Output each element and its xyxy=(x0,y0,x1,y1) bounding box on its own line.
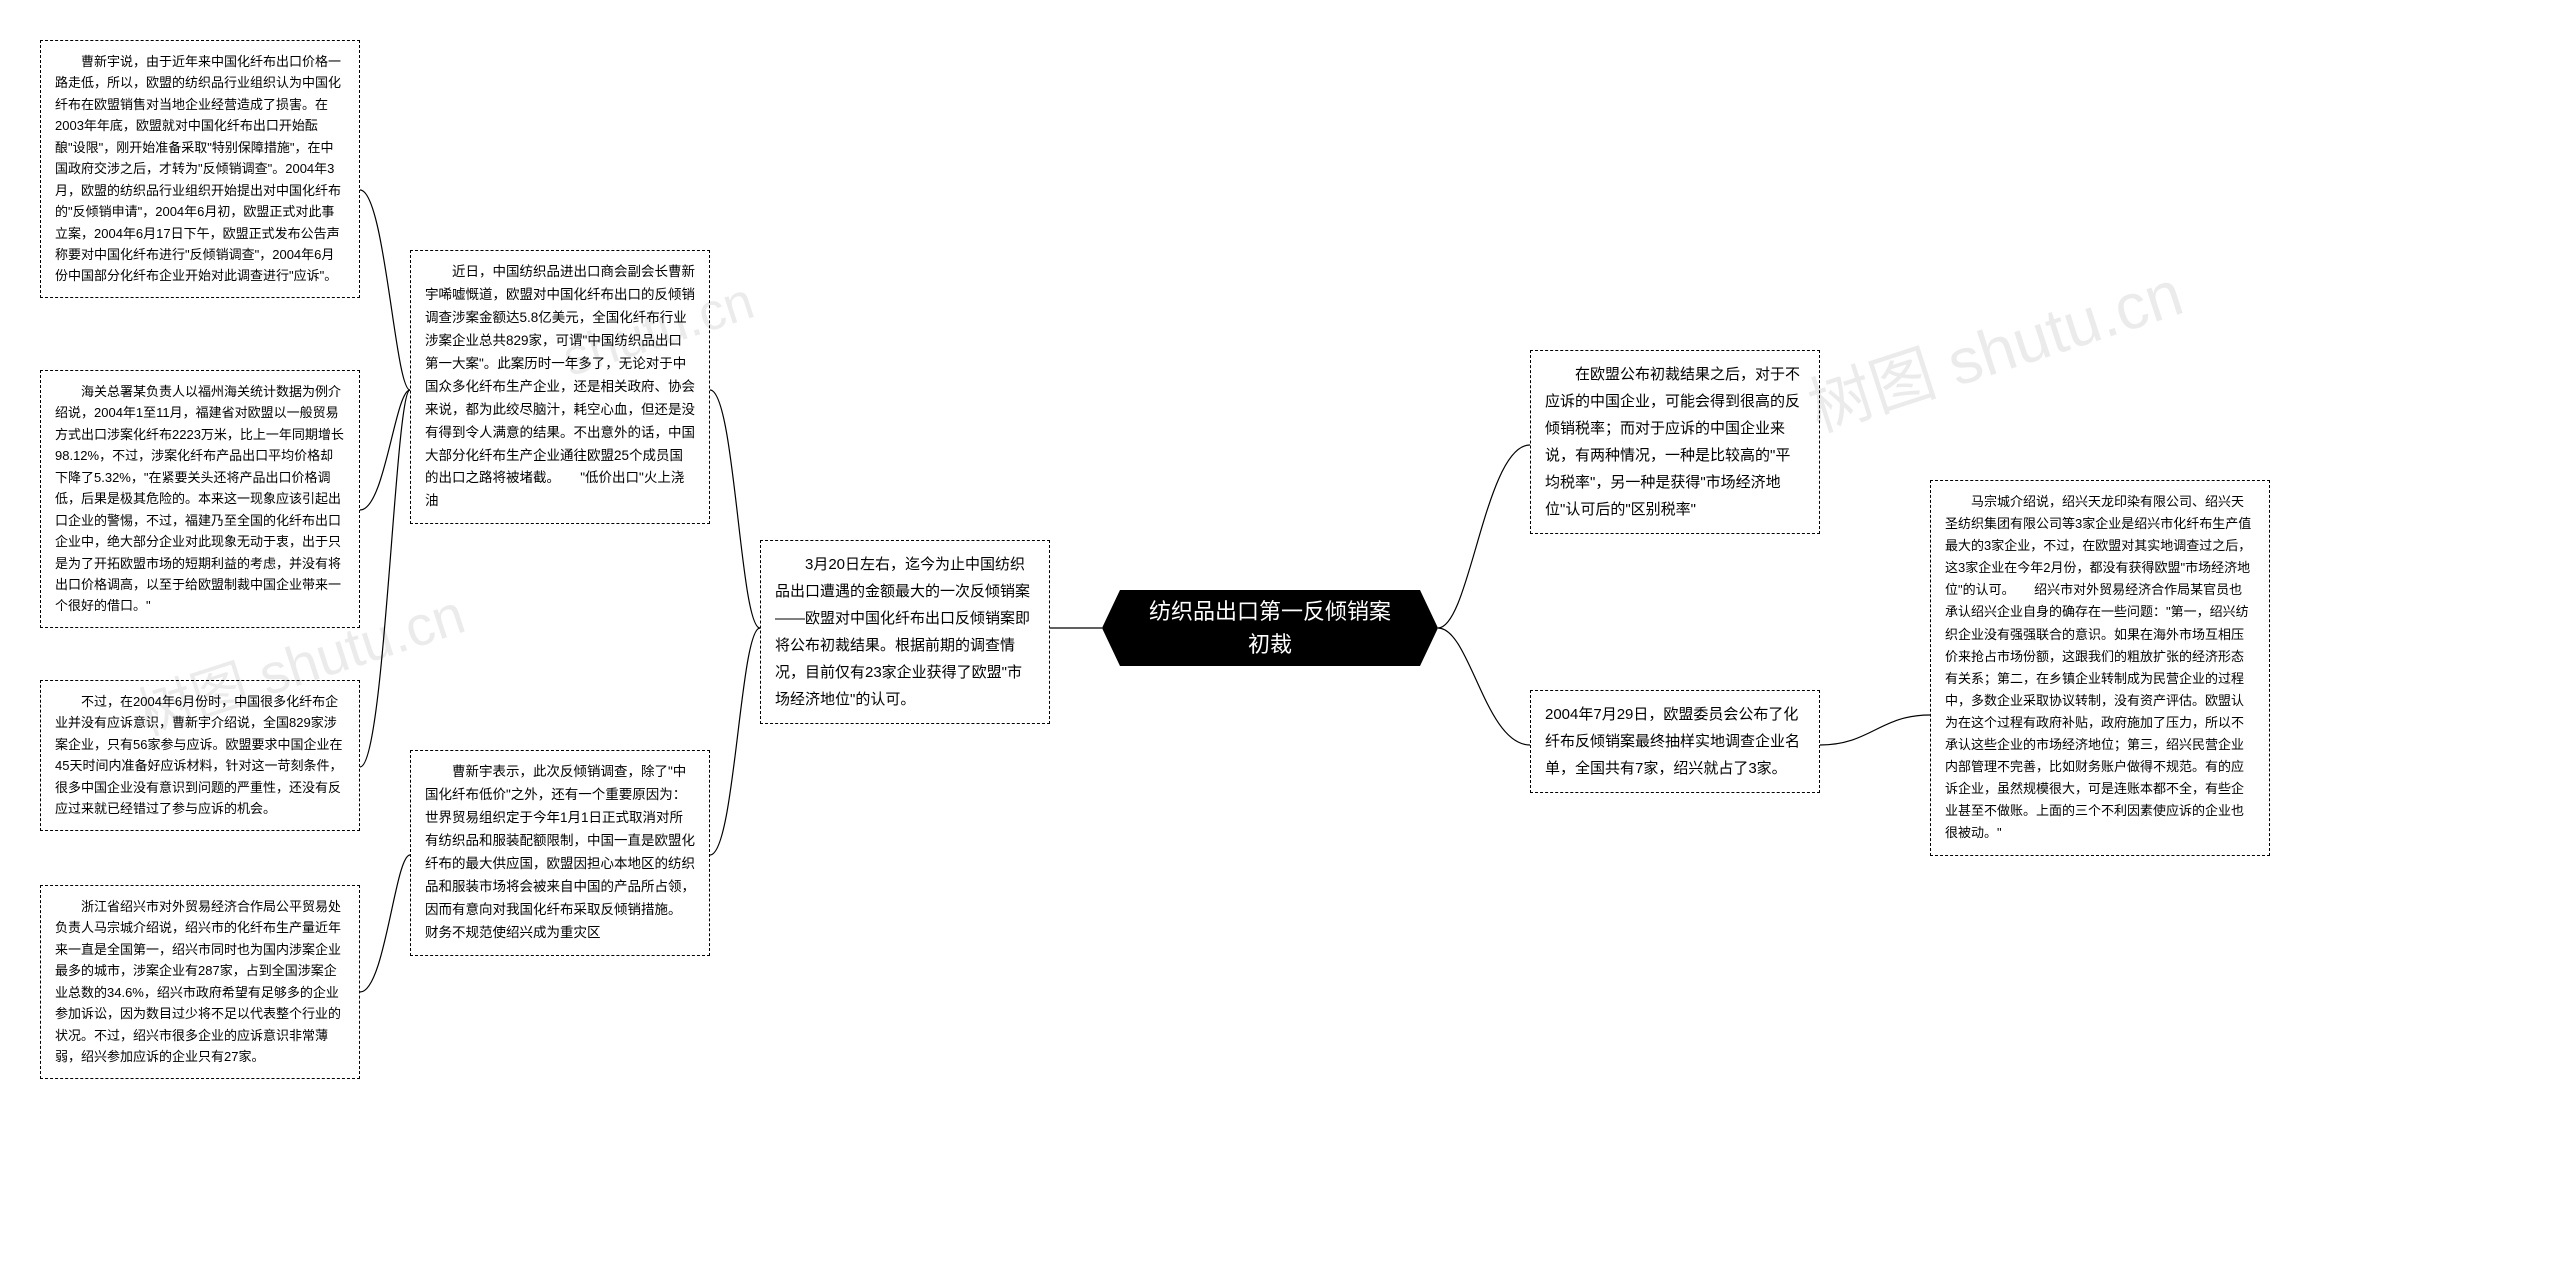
node-l2a[interactable]: 近日，中国纺织品进出口商会副会长曹新宇唏嘘慨道，欧盟对中国化纤布出口的反倾销调查… xyxy=(410,250,710,524)
node-r2a[interactable]: 马宗城介绍说，绍兴天龙印染有限公司、绍兴天圣纺织集团有限公司等3家企业是绍兴市化… xyxy=(1930,480,2270,856)
connector xyxy=(360,855,410,992)
node-l3c[interactable]: 不过，在2004年6月份时，中国很多化纤布企业并没有应诉意识，曹新宇介绍说，全国… xyxy=(40,680,360,831)
node-r1[interactable]: 在欧盟公布初裁结果之后，对于不应诉的中国企业，可能会得到很高的反倾销税率；而对于… xyxy=(1530,350,1820,534)
node-l1a[interactable]: 3月20日左右，迄今为止中国纺织品出口遭遇的金额最大的一次反倾销案——欧盟对中国… xyxy=(760,540,1050,724)
node-l3d[interactable]: 浙江省绍兴市对外贸易经济合作局公平贸易处负责人马宗城介绍说，绍兴市的化纤布生产量… xyxy=(40,885,360,1079)
connector xyxy=(1438,628,1530,745)
watermark: 树图 shutu.cn xyxy=(1795,242,2192,449)
connector xyxy=(360,190,410,390)
node-l2b[interactable]: 曹新宇表示，此次反倾销调查，除了"中国化纤布低价"之外，还有一个重要原因为：世界… xyxy=(410,750,710,956)
connector xyxy=(1820,715,1930,745)
root-node[interactable]: 纺织品出口第一反倾销案初裁 xyxy=(1120,590,1420,666)
connector xyxy=(710,628,760,855)
connector xyxy=(360,390,410,510)
connector xyxy=(710,390,760,628)
connector xyxy=(360,390,410,767)
connector xyxy=(1438,445,1530,628)
node-l3a[interactable]: 曹新宇说，由于近年来中国化纤布出口价格一路走低，所以，欧盟的纺织品行业组织认为中… xyxy=(40,40,360,298)
mindmap-canvas: 树图 shutu.cn shutu.cn 树图 shutu.cn 纺织品出口第一… xyxy=(0,0,2560,1265)
node-l3b[interactable]: 海关总署某负责人以福州海关统计数据为例介绍说，2004年1至11月，福建省对欧盟… xyxy=(40,370,360,628)
node-r2[interactable]: 2004年7月29日，欧盟委员会公布了化纤布反倾销案最终抽样实地调查企业名单，全… xyxy=(1530,690,1820,793)
